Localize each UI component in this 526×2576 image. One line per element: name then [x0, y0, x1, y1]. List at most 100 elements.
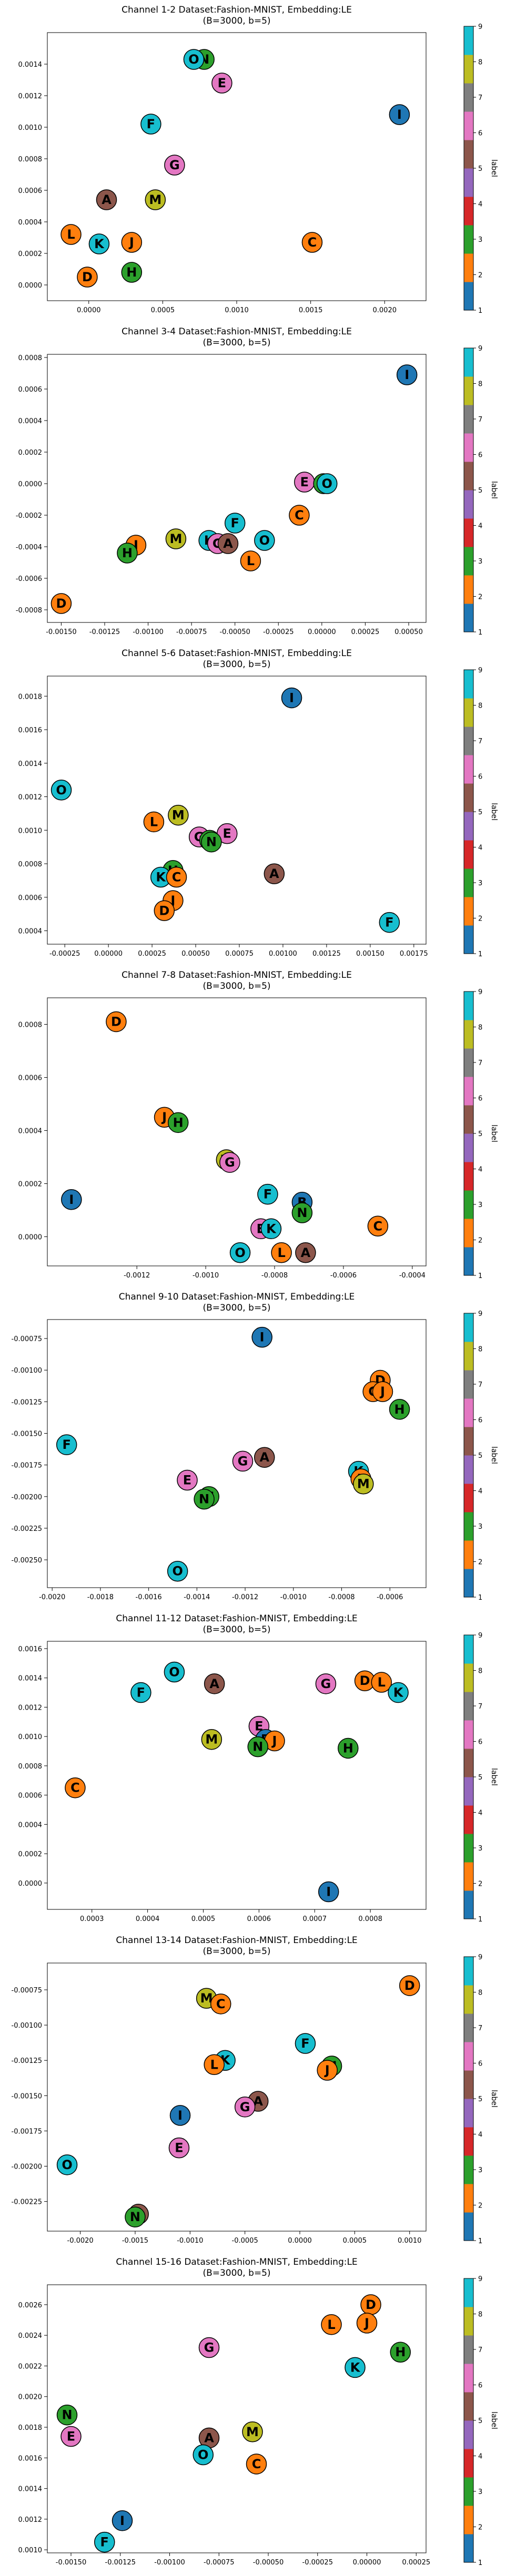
point-marker — [399, 1975, 420, 1996]
x-tick-label: -0.0014 — [184, 1593, 210, 1601]
y-tick-label: 0.0002 — [18, 1180, 43, 1188]
point-label: M — [200, 1991, 213, 2006]
colorbar-segment — [464, 698, 473, 727]
point-label: D — [159, 903, 169, 918]
colorbar-segment — [464, 1313, 473, 1342]
point-marker — [246, 2454, 267, 2475]
data-point: J — [121, 232, 143, 253]
point-marker — [166, 866, 187, 888]
chart-title: Channel 15-16 Dataset:Fashion-MNIST, Emb… — [116, 2257, 357, 2267]
data-point: I — [61, 1189, 82, 1210]
data-point: G — [219, 1152, 240, 1173]
point-label: D — [56, 596, 66, 611]
point-marker — [167, 1112, 189, 1133]
point-label: L — [247, 554, 255, 568]
x-tick-label: -0.0016 — [136, 1593, 162, 1601]
point-label: I — [289, 690, 294, 705]
colorbar-segment — [464, 1398, 473, 1427]
point-label: L — [378, 1675, 386, 1690]
y-tick-label: 0.0000 — [18, 1880, 43, 1888]
point-label: F — [264, 1187, 272, 1202]
point-label: K — [94, 237, 105, 251]
colorbar-tick-label: 6 — [478, 130, 482, 138]
data-point: E — [168, 2137, 190, 2159]
point-label: O — [188, 52, 199, 67]
colorbar-segment — [464, 2013, 473, 2042]
x-tick-label: -0.0020 — [39, 1593, 65, 1601]
point-label: M — [357, 1477, 370, 1491]
x-tick-label: 0.00050 — [394, 628, 423, 636]
x-tick-label: 0.0000 — [288, 2237, 312, 2245]
data-point: G — [234, 2097, 256, 2118]
point-marker — [317, 2060, 338, 2081]
chart-subtitle: (B=3000, b=5) — [203, 1624, 270, 1635]
chart-title: Channel 9-10 Dataset:Fashion-MNIST, Embe… — [119, 1292, 355, 1302]
colorbar-segment — [464, 2278, 473, 2307]
scatter-chart: Channel 3-4 Dataset:Fashion-MNIST, Embed… — [16, 326, 498, 637]
colorbar-tick-label: 6 — [478, 2060, 482, 2068]
data-point: L — [371, 1672, 392, 1693]
point-label: M — [149, 192, 161, 207]
y-tick-label: 0.0014 — [18, 61, 43, 69]
x-tick-label: -0.00075 — [176, 628, 207, 636]
point-label: H — [126, 265, 137, 280]
chart-title: Channel 1-2 Dataset:Fashion-MNIST, Embed… — [122, 5, 352, 15]
data-point: G — [198, 2337, 220, 2358]
y-tick-label: 0.0010 — [18, 124, 43, 132]
x-tick-label: 0.0005 — [191, 1915, 216, 1923]
colorbar-segment — [464, 433, 473, 462]
y-tick-label: 0.0008 — [18, 354, 43, 362]
point-label: I — [178, 2108, 183, 2123]
colorbar-tick-label: 7 — [478, 416, 482, 424]
colorbar-segment — [464, 140, 473, 169]
x-tick-label: 0.00100 — [269, 950, 297, 958]
point-label: O — [198, 2447, 208, 2462]
colorbar-segment — [464, 840, 473, 869]
point-label: N — [297, 1205, 307, 1220]
chart-title: Channel 3-4 Dataset:Fashion-MNIST, Embed… — [122, 326, 352, 337]
data-point: A — [264, 863, 285, 884]
colorbar-tick-label: 5 — [478, 809, 482, 816]
colorbar-tick-label: 5 — [478, 1130, 482, 1138]
point-label: O — [62, 2158, 72, 2172]
data-point: K — [388, 1682, 409, 1703]
x-tick-label: -0.0015 — [122, 2237, 148, 2245]
colorbar-label: label — [490, 481, 498, 499]
colorbar: 1 2 3 4 5 6 7 8 9 label — [463, 667, 498, 958]
colorbar-tick-label: 8 — [478, 1024, 482, 1032]
point-marker — [94, 2531, 115, 2553]
y-tick-label: 0.0010 — [18, 1733, 43, 1741]
colorbar-segment — [464, 2155, 473, 2184]
point-marker — [167, 1560, 188, 1582]
x-tick-label: 0.0005 — [151, 306, 175, 314]
x-tick-label: 0.00125 — [312, 950, 341, 958]
colorbar-segment — [464, 991, 473, 1020]
point-label: I — [397, 107, 402, 122]
point-marker — [315, 1673, 337, 1694]
point-marker — [96, 189, 117, 210]
y-tick-label: 0.0014 — [18, 760, 43, 768]
colorbar-tick-label: 1 — [478, 1916, 482, 1924]
colorbar-tick-label: 4 — [478, 844, 482, 852]
colorbar-tick-label: 4 — [478, 2131, 482, 2139]
x-tick-label: -0.0008 — [261, 1272, 288, 1280]
colorbar-tick-label: 2 — [478, 2202, 482, 2210]
x-tick-label: 0.0008 — [358, 1915, 382, 1923]
chart-subtitle: (B=3000, b=5) — [203, 1303, 270, 1313]
colorbar-tick-label: 6 — [478, 1739, 482, 1746]
x-tick-label: 0.00050 — [181, 950, 210, 958]
colorbar-tick-label: 8 — [478, 381, 482, 389]
point-label: M — [172, 808, 185, 823]
x-tick-label: -0.00100 — [154, 2559, 185, 2567]
point-marker — [177, 1469, 198, 1491]
colorbar-tick-label: 9 — [478, 1954, 482, 1961]
y-tick-label: 0.0018 — [18, 2424, 43, 2432]
data-point: O — [183, 49, 205, 70]
colorbar-segment — [464, 575, 473, 604]
y-tick-label: -0.00250 — [12, 1557, 42, 1565]
colorbar-segment — [464, 2392, 473, 2421]
colorbar: 1 2 3 4 5 6 7 8 9 label — [463, 1954, 498, 2245]
colorbar-segment — [464, 812, 473, 841]
data-point: D — [399, 1975, 420, 1996]
point-marker — [240, 550, 261, 571]
